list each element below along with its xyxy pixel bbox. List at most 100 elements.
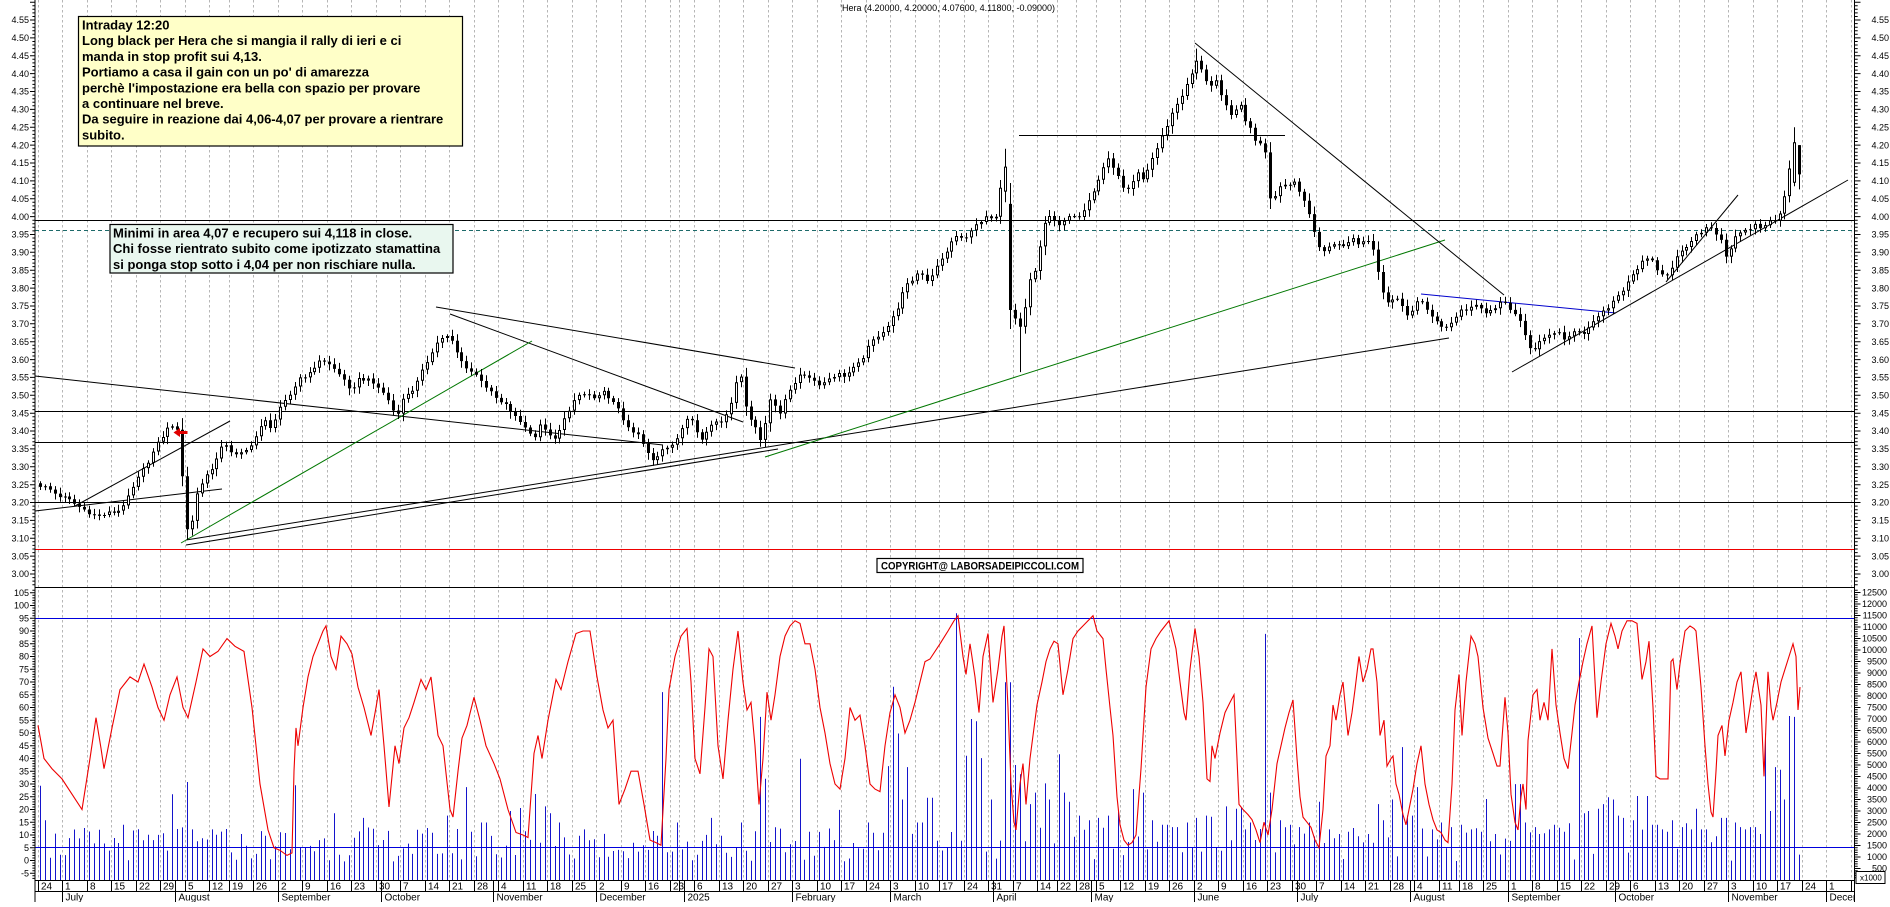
- svg-text:16: 16: [1246, 882, 1258, 893]
- svg-text:24: 24: [869, 882, 881, 893]
- svg-text:x1000: x1000: [1860, 874, 1882, 883]
- svg-text:11500: 11500: [1863, 611, 1887, 621]
- svg-text:COPYRIGHT@ LABORSADEIPICCOLI.C: COPYRIGHT@ LABORSADEIPICCOLI.COM: [881, 561, 1079, 573]
- svg-text:8500: 8500: [1867, 680, 1887, 690]
- svg-text:4.35: 4.35: [11, 87, 29, 97]
- svg-text:2500: 2500: [1867, 818, 1887, 828]
- svg-text:11: 11: [1442, 882, 1453, 893]
- svg-text:March: March: [894, 893, 922, 903]
- svg-text:19: 19: [1148, 882, 1160, 893]
- svg-text:27: 27: [1707, 882, 1719, 893]
- svg-text:8: 8: [1535, 882, 1541, 893]
- svg-text:2: 2: [599, 882, 605, 893]
- svg-text:60: 60: [19, 703, 29, 713]
- svg-text:7000: 7000: [1867, 714, 1887, 724]
- svg-text:10: 10: [820, 882, 832, 893]
- svg-text:3: 3: [1731, 882, 1737, 893]
- svg-text:10: 10: [1756, 882, 1768, 893]
- svg-text:7: 7: [403, 882, 409, 893]
- svg-text:September: September: [282, 893, 332, 903]
- svg-text:3.80: 3.80: [1871, 283, 1889, 293]
- svg-text:3.15: 3.15: [11, 516, 29, 526]
- svg-text:3.25: 3.25: [11, 480, 29, 490]
- svg-text:Long black per Hera che si man: Long black per Hera che si mangia il ral…: [82, 33, 401, 48]
- svg-text:4000: 4000: [1867, 783, 1887, 793]
- svg-text:1: 1: [1829, 882, 1835, 893]
- svg-text:14: 14: [428, 882, 440, 893]
- svg-text:5500: 5500: [1867, 749, 1887, 759]
- svg-text:22: 22: [1584, 882, 1596, 893]
- svg-text:1500: 1500: [1867, 841, 1887, 851]
- svg-text:3.35: 3.35: [1871, 444, 1889, 454]
- svg-text:3.55: 3.55: [1871, 373, 1889, 383]
- svg-text:August: August: [179, 893, 210, 903]
- svg-text:Minimi in area 4,07 e recupero: Minimi in area 4,07 e recupero sui 4,118…: [113, 226, 412, 241]
- svg-text:3.80: 3.80: [11, 283, 29, 293]
- svg-text:July: July: [1301, 893, 1319, 903]
- svg-text:7500: 7500: [1867, 703, 1887, 713]
- svg-text:23: 23: [354, 882, 366, 893]
- svg-text:3.60: 3.60: [11, 355, 29, 365]
- svg-text:3.90: 3.90: [1871, 248, 1889, 258]
- svg-text:perchè l'impostazione era bell: perchè l'impostazione era bella con spaz…: [82, 80, 420, 95]
- svg-text:3.40: 3.40: [1871, 426, 1889, 436]
- svg-text:3.10: 3.10: [1871, 534, 1889, 544]
- svg-text:3.65: 3.65: [11, 337, 29, 347]
- svg-text:29: 29: [163, 882, 175, 893]
- svg-text:5: 5: [188, 882, 194, 893]
- svg-text:8000: 8000: [1867, 691, 1887, 701]
- svg-text:Intraday 12:20: Intraday 12:20: [82, 18, 169, 33]
- svg-text:4500: 4500: [1867, 772, 1887, 782]
- svg-text:5000: 5000: [1867, 760, 1887, 770]
- svg-text:50: 50: [19, 728, 29, 738]
- svg-text:9000: 9000: [1867, 668, 1887, 678]
- svg-text:16: 16: [648, 882, 660, 893]
- svg-text:12500: 12500: [1862, 588, 1887, 598]
- svg-text:30: 30: [379, 882, 391, 893]
- svg-text:14: 14: [1344, 882, 1356, 893]
- svg-text:4: 4: [501, 882, 507, 893]
- svg-text:3.20: 3.20: [11, 498, 29, 508]
- svg-text:October: October: [1619, 893, 1655, 903]
- svg-text:15: 15: [114, 882, 126, 893]
- svg-text:3.50: 3.50: [1871, 391, 1889, 401]
- svg-text:22: 22: [1060, 882, 1072, 893]
- svg-text:3.75: 3.75: [11, 301, 29, 311]
- svg-text:3: 3: [795, 882, 801, 893]
- svg-text:17: 17: [942, 882, 954, 893]
- svg-text:5: 5: [24, 843, 29, 853]
- svg-text:3.85: 3.85: [1871, 265, 1889, 275]
- svg-text:3: 3: [893, 882, 899, 893]
- svg-text:29: 29: [1609, 882, 1621, 893]
- svg-text:4.55: 4.55: [11, 15, 29, 25]
- svg-text:3.20: 3.20: [1871, 498, 1889, 508]
- svg-text:3.15: 3.15: [1871, 516, 1889, 526]
- svg-text:April: April: [997, 893, 1017, 903]
- svg-text:18: 18: [550, 882, 562, 893]
- svg-text:4.00: 4.00: [11, 212, 29, 222]
- svg-text:May: May: [1095, 893, 1114, 903]
- svg-text:3.95: 3.95: [11, 230, 29, 240]
- svg-text:80: 80: [19, 652, 29, 662]
- svg-text:12: 12: [212, 882, 224, 893]
- svg-text:3.45: 3.45: [11, 408, 29, 418]
- svg-text:75: 75: [19, 665, 29, 675]
- svg-text:June: June: [1198, 893, 1220, 903]
- svg-text:3.05: 3.05: [11, 551, 29, 561]
- svg-text:2: 2: [1197, 882, 1203, 893]
- svg-text:4.10: 4.10: [11, 176, 29, 186]
- svg-text:3.70: 3.70: [1871, 319, 1889, 329]
- svg-text:30: 30: [1295, 882, 1307, 893]
- svg-text:55: 55: [19, 716, 29, 726]
- svg-text:3.30: 3.30: [1871, 462, 1889, 472]
- svg-text:21: 21: [452, 882, 464, 893]
- svg-text:12: 12: [1123, 882, 1135, 893]
- svg-text:4: 4: [1417, 882, 1423, 893]
- svg-text:70: 70: [19, 677, 29, 687]
- svg-text:1: 1: [65, 882, 71, 893]
- svg-text:3.00: 3.00: [11, 569, 29, 579]
- svg-text:65: 65: [19, 690, 29, 700]
- svg-text:1: 1: [1511, 882, 1517, 893]
- svg-text:3.25: 3.25: [1871, 480, 1889, 490]
- svg-text:3.10: 3.10: [11, 534, 29, 544]
